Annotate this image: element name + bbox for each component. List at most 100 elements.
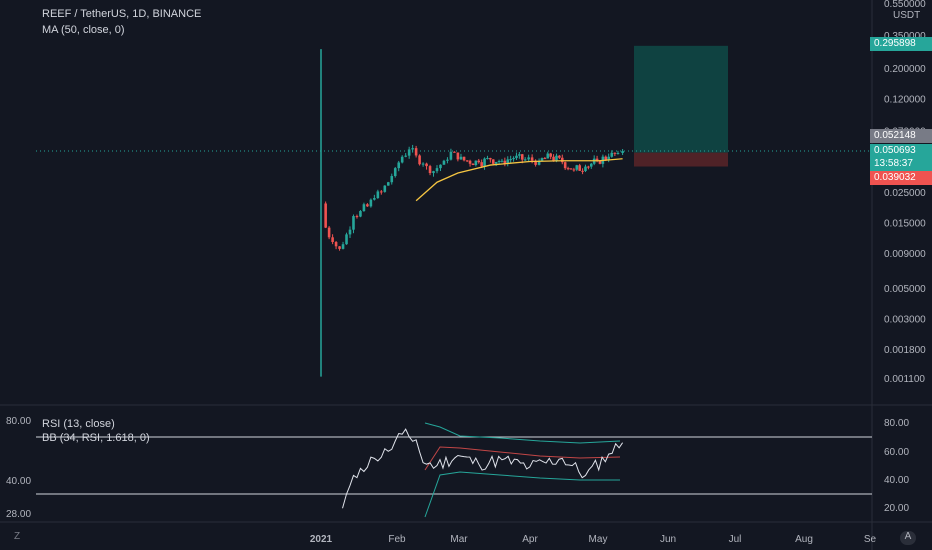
candle-body bbox=[362, 204, 366, 212]
rsi-left-label: 40.00 bbox=[6, 476, 31, 487]
candle-body bbox=[503, 160, 507, 164]
candle-body bbox=[584, 166, 587, 172]
settings-icon[interactable]: Z bbox=[14, 531, 21, 542]
candle-body bbox=[345, 234, 348, 245]
candle-body bbox=[604, 156, 608, 160]
time-axis-label: Jul bbox=[729, 534, 742, 545]
candle-body bbox=[613, 152, 617, 154]
candle-body bbox=[471, 163, 475, 166]
candle-body bbox=[324, 203, 327, 228]
price-label: 0.350000 bbox=[884, 31, 926, 42]
candle-body bbox=[348, 229, 352, 235]
candle-body bbox=[456, 152, 460, 160]
rsi-line bbox=[342, 428, 624, 509]
candle-body bbox=[515, 155, 518, 159]
candle-body bbox=[534, 160, 537, 165]
candle-body bbox=[512, 158, 515, 160]
candle-body bbox=[581, 170, 584, 172]
candle-body bbox=[411, 148, 414, 150]
candle-body bbox=[543, 158, 547, 160]
candle-body bbox=[494, 161, 498, 164]
candle-body bbox=[418, 155, 421, 165]
candle-body bbox=[383, 185, 387, 192]
bb-indicator-label[interactable]: BB (34, RSI, 1.618, 0) bbox=[42, 432, 150, 444]
price-label: 0.200000 bbox=[884, 64, 926, 75]
stop-zone bbox=[634, 152, 728, 167]
candle-body bbox=[331, 237, 334, 243]
stop-price-tag: 0.039032 bbox=[870, 171, 932, 185]
bb-lower-line bbox=[424, 471, 620, 518]
candle-body bbox=[390, 176, 394, 183]
candle-body bbox=[446, 159, 449, 161]
candle-body bbox=[527, 157, 530, 160]
candle-body bbox=[425, 163, 428, 167]
ma-indicator-label[interactable]: MA (50, close, 0) bbox=[42, 24, 125, 36]
candle-body bbox=[500, 160, 504, 162]
candle-body bbox=[506, 159, 510, 164]
candle-body bbox=[558, 155, 561, 158]
price-label-top: 0.550000 bbox=[884, 0, 926, 10]
price-label: 0.025000 bbox=[884, 188, 926, 199]
candle-body bbox=[575, 165, 579, 170]
time-axis-label: Jun bbox=[660, 534, 676, 545]
candle-body bbox=[366, 204, 369, 207]
candle-body bbox=[546, 153, 550, 159]
rsi-left-label: 28.00 bbox=[6, 509, 31, 520]
rsi-scale-label: 20.00 bbox=[884, 503, 909, 514]
candle-body bbox=[587, 166, 590, 168]
target-price-tag: 0.295898 bbox=[870, 37, 932, 51]
candle-body bbox=[462, 156, 466, 161]
candle-body bbox=[509, 159, 512, 161]
time-axis-label: Apr bbox=[522, 534, 538, 545]
candle-body bbox=[540, 158, 544, 161]
rsi-scale-label: 60.00 bbox=[884, 447, 909, 458]
candle-body bbox=[607, 156, 610, 160]
candle-body bbox=[549, 153, 552, 157]
last-price-tag: 0.050693 bbox=[870, 144, 932, 158]
candle-body bbox=[373, 198, 376, 200]
price-label: 0.001100 bbox=[884, 374, 925, 385]
candle-body bbox=[555, 155, 558, 161]
candle-body bbox=[453, 151, 456, 153]
time-axis-label: May bbox=[589, 534, 608, 545]
candle-body bbox=[552, 156, 555, 161]
candle-body bbox=[616, 152, 620, 154]
candle-body bbox=[400, 156, 404, 163]
bb-upper-line bbox=[424, 422, 621, 444]
candle-body bbox=[380, 191, 383, 193]
candle-body bbox=[341, 244, 345, 249]
candle-body bbox=[491, 159, 495, 164]
price-label: 0.009000 bbox=[884, 249, 926, 260]
ma-line bbox=[415, 158, 623, 202]
bb-basis-line bbox=[424, 446, 621, 471]
candle-body bbox=[595, 158, 599, 161]
candle-body bbox=[338, 246, 341, 249]
rsi-indicator-label[interactable]: RSI (13, close) bbox=[42, 418, 115, 430]
candle-body bbox=[572, 169, 576, 171]
candle-body bbox=[518, 154, 521, 156]
candle-body bbox=[397, 162, 401, 169]
time-axis-label: Aug bbox=[795, 534, 813, 545]
candle-body bbox=[569, 168, 573, 170]
price-label: 0.003000 bbox=[884, 314, 926, 325]
candle-body bbox=[393, 168, 397, 177]
symbol-title[interactable]: REEF / TetherUS, 1D, BINANCE bbox=[42, 8, 202, 20]
candle-body bbox=[598, 160, 602, 164]
candle-body bbox=[483, 158, 486, 167]
candle-body bbox=[432, 171, 435, 174]
candle-body bbox=[439, 164, 442, 169]
candle-body bbox=[352, 216, 355, 230]
auto-scale-button[interactable]: A bbox=[900, 531, 916, 545]
candle-body bbox=[334, 242, 338, 247]
candle-body bbox=[449, 151, 453, 160]
time-axis-label: 2021 bbox=[310, 534, 333, 545]
price-label: 0.120000 bbox=[884, 95, 926, 106]
high-price-tag: 0.052148 bbox=[870, 129, 932, 143]
candle-body bbox=[497, 161, 501, 163]
candle-body bbox=[589, 163, 593, 167]
candle-body bbox=[530, 157, 534, 161]
time-axis-label: Se bbox=[864, 534, 877, 545]
